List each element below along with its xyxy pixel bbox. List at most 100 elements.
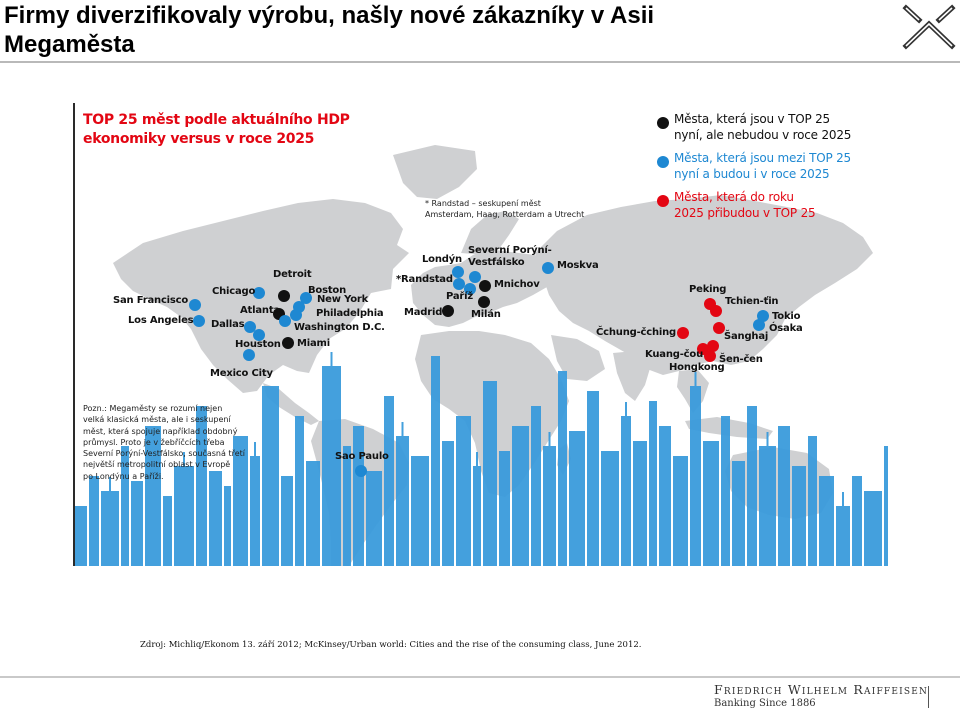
legend-line: Města, která do roku [674,190,794,204]
city-marker [453,278,465,290]
city-label: Tchien-ťin [725,296,779,307]
city-marker [282,337,294,349]
city-marker [542,262,554,274]
legend-dot-red [657,195,669,207]
skyline-building [778,426,790,566]
legend-text: Města, která jsou v TOP 25 nyní, ale neb… [674,111,887,143]
city-marker [290,309,302,321]
city-marker [279,315,291,327]
city-label: Detroit [273,269,312,280]
skyline-building [163,496,172,566]
city-label: Philadelphia [316,308,384,319]
map-heading: TOP 25 měst podle aktuálního HDP ekonomi… [83,111,403,149]
skyline-building [343,446,351,566]
city-marker [710,305,722,317]
city-label: Chicago [212,286,256,297]
world-map-panel: TOP 25 měst podle aktuálního HDP ekonomi… [73,103,888,566]
brand-name: Friedrich Wilhelm Raiffeisen [714,682,929,697]
skyline-building [353,426,364,566]
map-legend: Města, která jsou v TOP 25 nyní, ale neb… [657,111,887,228]
legend-text: Města, která do roku 2025 přibudou v TOP… [674,189,887,221]
skyline-building [499,451,510,566]
skyline-building [747,406,757,566]
skyline-building [836,506,850,566]
india [613,351,651,401]
skyline-building [512,426,529,566]
skyline-building [864,491,882,566]
city-label: Sao Paulo [335,451,389,462]
randstad-footnote: * Randstad – seskupení měst Amsterdam, H… [425,198,584,220]
city-label: Boston [308,285,347,296]
legend-dot-blue [657,156,669,168]
city-marker [707,340,719,352]
skyline-building [89,476,99,566]
skyline-spire [548,432,551,446]
city-label: Washington D.C. [294,322,385,333]
source-citation: Zdroj: Michliq/Ekonom 13. září 2012; McK… [140,640,642,650]
skyline-building [558,371,567,566]
skyline-building [73,506,87,566]
skyline-spire [401,422,404,436]
city-label: Houston [235,339,281,350]
skyline-building [759,446,776,566]
city-label: Šanghaj [724,331,769,342]
skyline-building [621,416,631,566]
skyline-spire [625,402,627,416]
city-marker [704,350,716,362]
city-label: San Francisco [113,295,189,306]
raiffeisen-gable-cross-icon [902,4,956,50]
city-marker [278,290,290,302]
skyline-building [145,426,161,566]
skyline-building [587,391,599,566]
skyline-spire [476,452,478,466]
skyline-building [442,441,454,566]
city-marker [713,322,725,334]
note-line: velká klasická města, ale i seskupení [83,415,231,425]
city-marker [452,266,464,278]
asia [535,195,873,375]
city-label: Hongkong [669,362,725,373]
city-label: Moskva [557,260,599,271]
brand-bar [928,686,929,708]
skyline-building [569,431,585,566]
city-marker [479,280,491,292]
city-marker [677,327,689,339]
skyline-building [690,386,701,566]
city-label: Paříž [446,291,473,302]
skyline-building [431,356,440,566]
legend-line: nyní a budou i v roce 2025 [674,167,830,181]
city-label: Los Angeles [128,315,194,326]
skyline-building [673,456,688,566]
skyline-building [808,436,817,566]
city-label: New York [317,294,369,305]
skyline-spire [694,372,697,386]
note-line: měst, která spojuje například obdobný [83,426,238,436]
legend-line: nyní, ale nebudou v roce 2025 [674,128,852,142]
skyline-building [262,386,279,566]
skyline-building [396,436,409,566]
skyline-building [366,471,382,566]
skyline-building [732,461,745,566]
slide-title-line-2: Megaměsta [4,31,135,58]
skyline-building [131,481,143,566]
city-label: Severní Porýní-Vestfálsko [468,245,552,268]
skyline-building [456,416,471,566]
skyline-building [721,416,730,566]
city-marker [753,319,765,331]
skyline-building [543,446,556,566]
note-line: po Londýnu a Paříži. [83,471,164,481]
skyline-building [384,396,394,566]
legend-line: Města, která jsou mezi TOP 25 [674,151,851,165]
skyline-building [250,456,260,566]
skyline-building [295,416,304,566]
skyline-building [703,441,719,566]
note-line: Pozn.: Megaměsty se rozumí nejen [83,404,223,413]
city-marker [478,296,490,308]
skyline-building [473,466,481,566]
legend-item-stay: Města, která jsou mezi TOP 25 nyní a bud… [657,150,887,182]
skyline-building [633,441,647,566]
title-divider [0,61,960,63]
city-label: Mnichov [494,279,540,290]
city-marker [355,465,367,477]
skyline-spire [842,492,844,506]
